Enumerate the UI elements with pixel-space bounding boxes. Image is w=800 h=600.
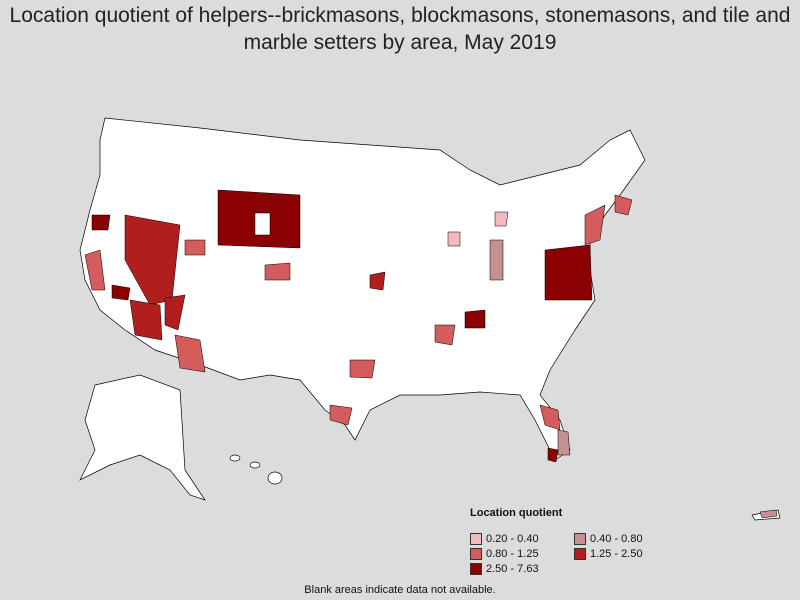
region: [84, 249, 106, 291]
region: [124, 214, 181, 306]
legend-swatch: [470, 563, 482, 575]
region: [369, 271, 386, 291]
legend-label: 0.80 - 1.25: [486, 548, 539, 560]
legend-swatch: [574, 548, 586, 560]
region: [184, 239, 206, 256]
legend-item: 0.80 - 1.25: [470, 548, 574, 560]
map-title: Location quotient of helpers--brickmason…: [9, 4, 791, 54]
region: [129, 299, 163, 341]
region: [264, 262, 291, 281]
legend-label: 0.20 - 0.40: [486, 533, 539, 545]
legend-title: Location quotient: [470, 507, 563, 519]
hawaii: [267, 471, 283, 485]
legend-item: 0.40 - 0.80: [574, 533, 674, 545]
region: [557, 429, 571, 456]
region: [494, 211, 509, 227]
region: [759, 509, 778, 519]
legend-label: 1.25 - 2.50: [590, 548, 643, 560]
region: [349, 359, 376, 379]
region: [464, 309, 486, 329]
region: [174, 334, 206, 373]
region: [254, 212, 271, 236]
legend-items: 0.20 - 0.40 0.40 - 0.80 0.80 - 1.25 1.25 - …: [470, 533, 674, 575]
region: [164, 294, 186, 331]
legend-swatch: [470, 548, 482, 560]
legend-label: 0.40 - 0.80: [590, 533, 643, 545]
region: [329, 404, 353, 426]
hawaii: [249, 461, 261, 469]
region: [544, 244, 593, 301]
region: [584, 204, 606, 246]
region: [447, 231, 461, 247]
region: [547, 447, 559, 463]
hawaii: [229, 454, 241, 462]
alaska: [79, 374, 206, 501]
region: [614, 194, 633, 216]
footnote: Blank areas indicate data not available.: [304, 584, 496, 596]
legend-label: 2.50 - 7.63: [486, 563, 539, 575]
region: [434, 324, 456, 346]
region: [489, 239, 504, 281]
legend-swatch: [470, 533, 482, 545]
region: [111, 284, 131, 301]
legend-item: 2.50 - 7.63: [470, 563, 574, 575]
legend-item: 1.25 - 2.50: [574, 548, 674, 560]
legend-swatch: [574, 533, 586, 545]
legend-item: 0.20 - 0.40: [470, 533, 574, 545]
region: [539, 404, 561, 431]
legend: Location quotient 0.20 - 0.40 0.40 - 0.80…: [470, 507, 674, 575]
region: [91, 214, 111, 231]
